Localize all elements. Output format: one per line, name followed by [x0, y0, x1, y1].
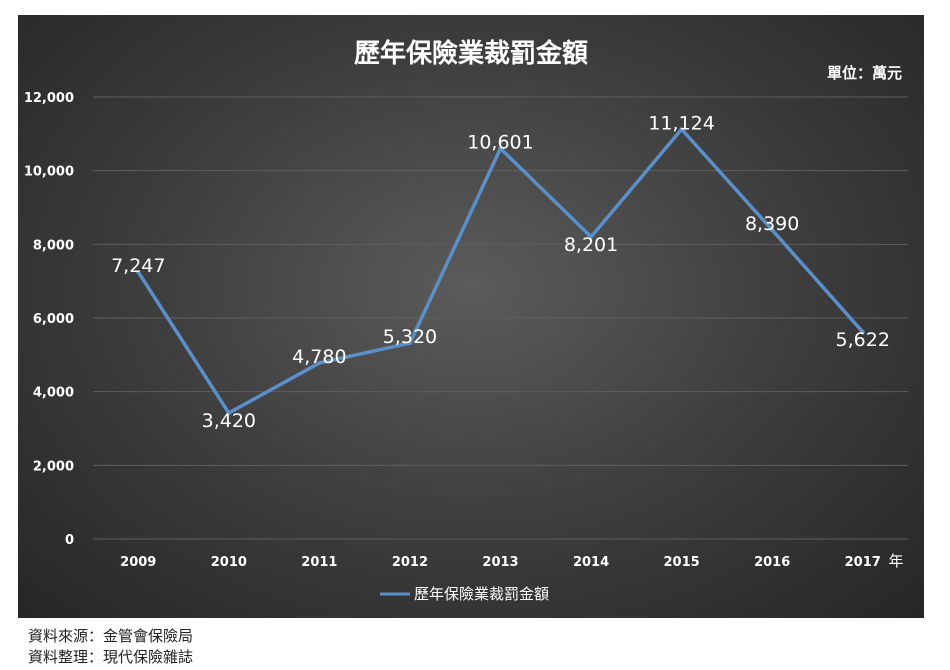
- x-tick-label: 2016: [754, 555, 790, 570]
- y-tick-label: 8,000: [33, 238, 74, 253]
- data-point: [226, 411, 231, 416]
- data-label: 8,390: [745, 213, 799, 235]
- x-tick-label: 2014: [573, 555, 609, 570]
- x-tick-label: 2010: [211, 555, 247, 570]
- y-tick-label: 10,000: [24, 165, 74, 180]
- data-point: [136, 270, 141, 275]
- data-label: 4,780: [292, 346, 346, 368]
- gridlines: [93, 96, 908, 466]
- data-point: [589, 234, 594, 239]
- legend-label: 歷年保險業裁罰金額: [414, 585, 549, 603]
- chart-panel: 0 2,000 4,000 6,000 8,000 10,000 12,000 2009 201…: [18, 15, 924, 618]
- y-tick-label: 6,000: [33, 312, 74, 327]
- x-tick-label: 2012: [392, 555, 428, 570]
- x-tick-label: 2015: [664, 555, 700, 570]
- x-tick-label: 2011: [301, 555, 337, 570]
- data-point: [498, 146, 503, 151]
- y-tick-label: 2,000: [33, 459, 74, 474]
- axes: 0 2,000 4,000 6,000 8,000 10,000 12,000 2009 201…: [24, 91, 908, 570]
- x-tick-label: 2009: [120, 555, 156, 570]
- data-label: 8,201: [564, 234, 618, 256]
- source-note: 資料來源：金管會保險局: [28, 627, 194, 645]
- y-tick-label: 0: [65, 533, 74, 548]
- chart-title: 歷年保險業裁罰金額: [354, 38, 588, 69]
- data-label: 11,124: [648, 112, 714, 134]
- y-tick-label: 12,000: [24, 91, 74, 106]
- data-point: [407, 341, 412, 346]
- data-label: 5,622: [836, 329, 890, 351]
- data-label: 10,601: [467, 132, 533, 154]
- series-layer: [136, 127, 865, 416]
- data-point: [860, 329, 865, 334]
- x-axis-unit-label: 年: [888, 552, 903, 570]
- unit-note: 單位：萬元: [827, 64, 902, 82]
- x-tick-label: 2017: [845, 555, 881, 570]
- line-chart: 0 2,000 4,000 6,000 8,000 10,000 12,000 2009 201…: [24, 38, 908, 603]
- data-label: 5,320: [383, 326, 437, 348]
- legend: 歷年保險業裁罰金額: [380, 585, 549, 603]
- data-label: 7,247: [111, 255, 165, 277]
- series-line: [136, 127, 865, 415]
- data-labels: 7,247 3,420 4,780 5,320 10,601 8,201 11,124 8,3…: [111, 112, 890, 432]
- data-point: [317, 360, 322, 365]
- compiled-by-note: 資料整理：現代保險雜誌: [28, 648, 194, 666]
- y-tick-label: 4,000: [33, 386, 74, 401]
- x-tick-label: 2013: [482, 555, 518, 570]
- data-label: 3,420: [202, 410, 256, 432]
- data-point: [679, 127, 684, 132]
- data-point: [770, 227, 775, 232]
